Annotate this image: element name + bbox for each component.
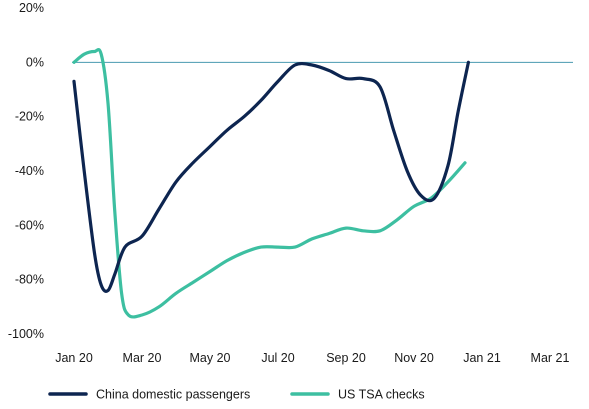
series-line-china-domestic-passengers [72, 60, 470, 293]
x-tick-label: Jan 20 [55, 351, 93, 365]
legend: China domestic passengers US TSA checks [48, 388, 425, 402]
legend-label: China domestic passengers [96, 388, 250, 402]
y-tick-label: -20% [15, 110, 44, 124]
x-tick-label: Mar 21 [531, 351, 570, 365]
x-tick-label: Sep 20 [326, 351, 366, 365]
x-tick-label: Jan 21 [463, 351, 501, 365]
y-tick-label: -40% [15, 164, 44, 178]
x-tick-label: May 20 [190, 351, 231, 365]
series-group [72, 47, 470, 319]
legend-label: US TSA checks [338, 388, 425, 402]
y-tick-label: 0% [26, 55, 44, 69]
y-axis: 20% 0% -20% -40% -60% -80% -100% [8, 1, 44, 341]
y-tick-label: -100% [8, 327, 44, 341]
x-axis: Jan 20 Mar 20 May 20 Jul 20 Sep 20 Nov 20 Jan … [55, 351, 569, 365]
y-tick-label: -60% [15, 218, 44, 232]
y-tick-label: -80% [15, 273, 44, 287]
series-line-us-tsa-checks [72, 47, 467, 319]
x-tick-label: Nov 20 [394, 351, 434, 365]
y-tick-label: 20% [19, 1, 44, 15]
x-tick-label: Mar 20 [123, 351, 162, 365]
x-tick-label: Jul 20 [261, 351, 294, 365]
